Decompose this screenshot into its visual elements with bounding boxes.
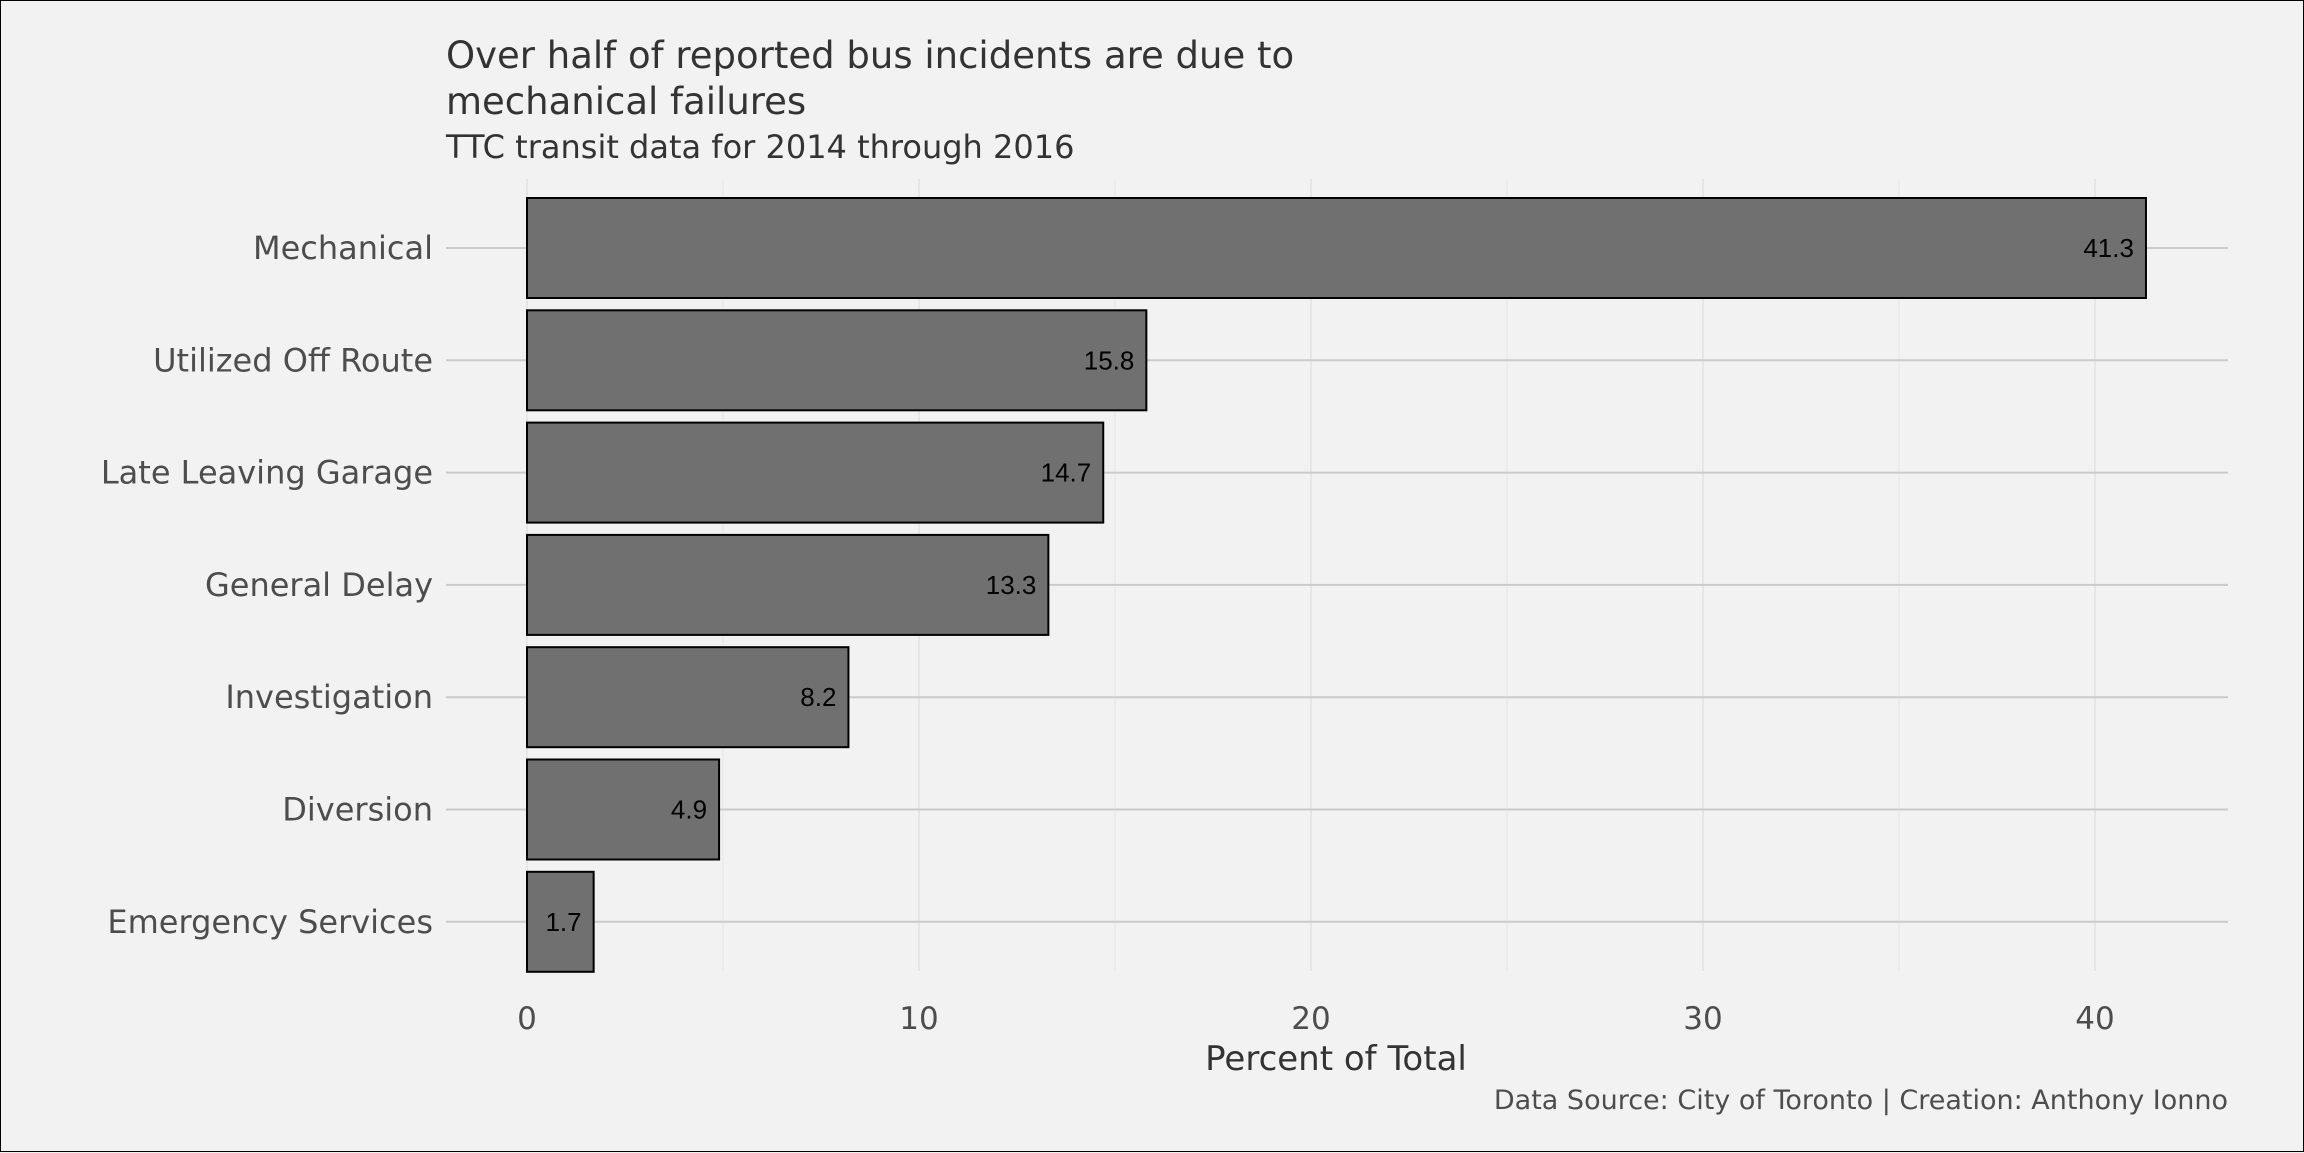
chart-title-line-1: Over half of reported bus incidents are … [446, 34, 1294, 77]
bar [526, 309, 1148, 412]
bar-value-label: 15.8 [1084, 345, 1135, 375]
bar [526, 421, 1105, 524]
bar-value-label: 8.2 [800, 682, 836, 712]
y-tick-label: Utilized Off Route [153, 341, 433, 379]
bar [526, 758, 721, 861]
y-tick-label: General Delay [205, 566, 433, 604]
x-tick-label: 40 [2075, 1001, 2114, 1037]
y-tick-label: Investigation [225, 678, 433, 716]
bars-layer [526, 197, 2147, 973]
y-tick-label: Emergency Services [107, 903, 433, 941]
bar [526, 533, 1050, 636]
y-tick-label: Mechanical [253, 229, 433, 267]
x-tick-label: 10 [899, 1001, 938, 1037]
bar [526, 646, 850, 749]
chart-subtitle: TTC transit data for 2014 through 2016 [445, 128, 1074, 166]
y-tick-label: Diversion [282, 791, 433, 829]
bar-value-label: 13.3 [986, 570, 1037, 600]
chart-caption: Data Source: City of Toronto | Creation:… [1494, 1085, 2228, 1116]
bar-value-label: 4.9 [671, 795, 707, 825]
bar-value-label: 41.3 [2083, 233, 2134, 263]
chart-title-line-2: mechanical failures [446, 80, 806, 123]
x-tick-label: 30 [1683, 1001, 1722, 1037]
y-tick-label: Late Leaving Garage [101, 454, 433, 492]
bar [526, 197, 2147, 299]
x-tick-label: 0 [517, 1001, 537, 1037]
x-axis-title: Percent of Total [1205, 1039, 1467, 1079]
x-tick-label: 20 [1291, 1001, 1330, 1037]
bar [526, 870, 595, 973]
labels-layer: 41.3 Mechanical 15.8 Utilized Off Route 14.7… [101, 229, 2134, 1037]
bar-value-label: 14.7 [1041, 458, 1092, 488]
bar-value-label: 1.7 [545, 907, 581, 937]
